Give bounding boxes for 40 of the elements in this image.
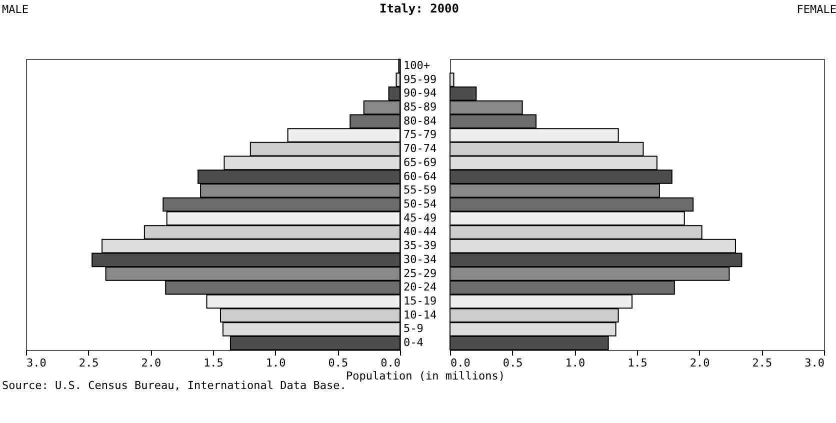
x-tick-label: 0.0: [380, 356, 400, 370]
y-tick-label: 50-54: [404, 198, 437, 210]
source-note: Source: U.S. Census Bureau, International Data Base.: [2, 379, 346, 392]
x-tick-label: 3.0: [26, 356, 46, 370]
y-tick-label: 100+: [404, 58, 430, 72]
chart-title: Italy: 2000: [380, 1, 459, 16]
x-tick-label: 2.5: [78, 356, 99, 370]
x-tick-label: 2.0: [141, 356, 162, 370]
chart-subtitle: FEMALE: [796, 3, 836, 16]
x-tick-label: 0.5: [328, 356, 348, 370]
x-axis-title: Population (in millions): [346, 370, 505, 382]
y-tick-label: 85-89: [404, 100, 437, 114]
chart-subtitle: MALE: [2, 2, 28, 16]
y-tick-label: 95-99: [404, 72, 437, 86]
x-tick-label: 1.0: [266, 356, 286, 370]
y-tick-label: 5-9: [404, 322, 424, 336]
y-tick-label: 90-94: [404, 86, 437, 100]
y-tick-label: 25-29: [404, 266, 437, 280]
x-tick-label: 1.5: [204, 356, 224, 370]
x-tick-label: 1.5: [628, 356, 648, 370]
x-tick-label: 0.0: [450, 356, 470, 370]
x-tick-label: 1.0: [565, 356, 586, 370]
x-tick-label: 3.0: [804, 356, 824, 370]
x-tick-label: 2.0: [690, 356, 710, 370]
y-tick-label: 60-64: [404, 170, 437, 183]
y-tick-label: 75-79: [404, 128, 437, 142]
y-tick-label: 15-19: [404, 294, 437, 308]
y-tick-label: 80-84: [404, 114, 437, 128]
x-tick-label: 2.5: [752, 356, 772, 370]
y-tick-label: 35-39: [404, 239, 437, 252]
y-tick-label: 10-14: [404, 308, 437, 322]
y-tick-label: 0-4: [404, 336, 424, 350]
y-tick-label: 55-59: [404, 184, 437, 197]
y-tick-label: 65-69: [404, 156, 437, 169]
y-tick-label: 20-24: [404, 280, 437, 294]
y-tick-label: 30-34: [404, 252, 437, 266]
y-tick-label: 45-49: [404, 211, 437, 224]
y-tick-label: 70-74: [404, 142, 437, 156]
x-tick-label: 0.5: [502, 356, 523, 370]
y-tick-label: 40-44: [404, 225, 437, 238]
